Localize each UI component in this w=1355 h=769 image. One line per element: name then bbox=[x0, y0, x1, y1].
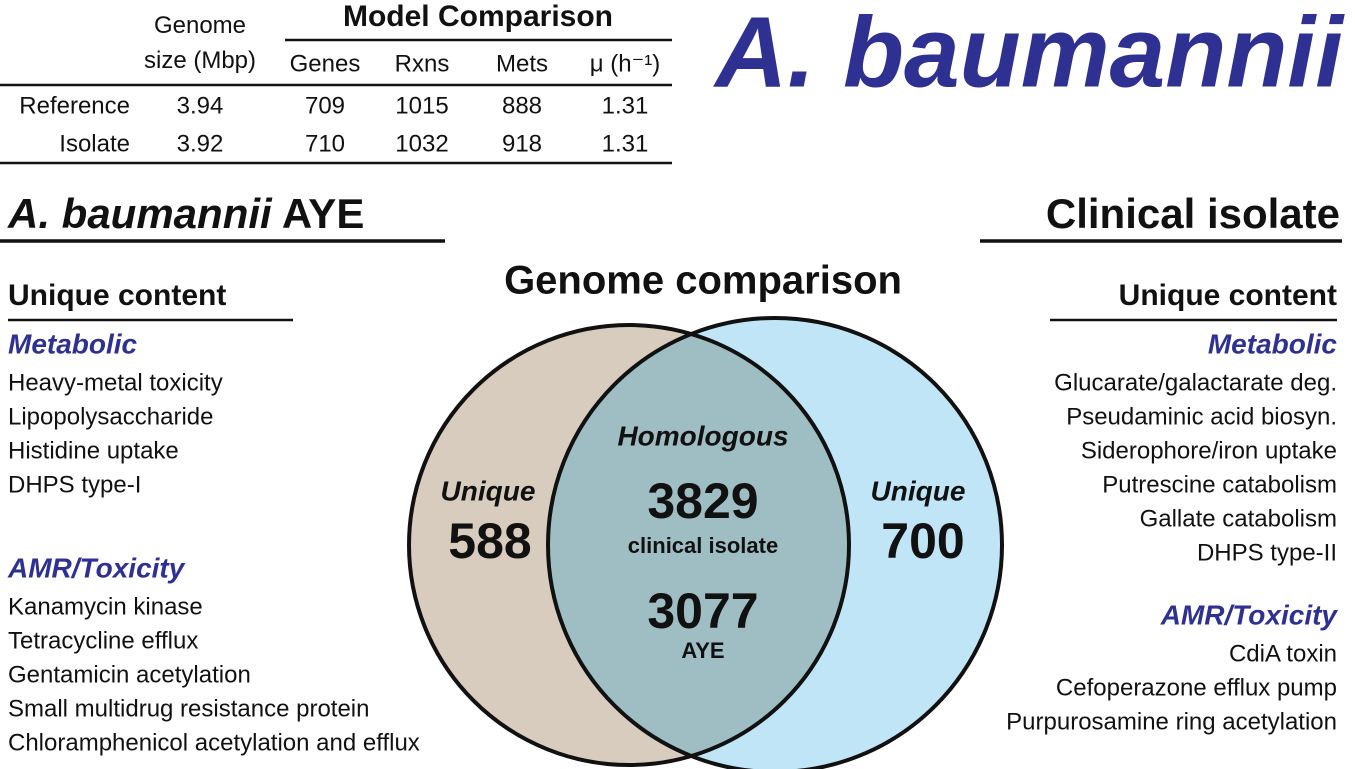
venn-left-label: Unique bbox=[441, 475, 536, 506]
table-cell: 1032 bbox=[395, 130, 448, 157]
table-cell: 709 bbox=[305, 92, 345, 119]
table-cell: 918 bbox=[502, 130, 542, 157]
table-cell: 1015 bbox=[395, 92, 448, 119]
left-panel-title: A. baumannii AYE bbox=[7, 190, 364, 237]
section-title: AMR/Toxicity bbox=[7, 552, 186, 583]
list-item: Siderophore/iron uptake bbox=[1081, 437, 1337, 464]
table-column-header: Genes bbox=[290, 50, 361, 77]
venn-left-value: 588 bbox=[448, 513, 531, 569]
table-cell: 1.31 bbox=[602, 92, 649, 119]
table-row-label: Isolate bbox=[59, 130, 130, 157]
list-item: Gentamicin acetylation bbox=[8, 661, 251, 688]
table-cell: 888 bbox=[502, 92, 542, 119]
table-cell: 1.31 bbox=[602, 130, 649, 157]
venn-right-value: 700 bbox=[881, 513, 964, 569]
list-item: Kanamycin kinase bbox=[8, 593, 203, 620]
venn-left-outline bbox=[407, 323, 851, 767]
table-cell: 3.92 bbox=[177, 130, 224, 157]
left-heading: Unique content bbox=[8, 279, 226, 312]
left-panel-title-italic: A. baumannii bbox=[7, 190, 273, 237]
right-panel-title: Clinical isolate bbox=[1046, 190, 1340, 237]
venn-right-label: Unique bbox=[871, 475, 966, 506]
venn-overlap-value: 3829 bbox=[647, 473, 758, 529]
main-title: A. baumannii bbox=[712, 0, 1345, 108]
right-heading: Unique content bbox=[1119, 279, 1337, 312]
list-item: Gallate catabolism bbox=[1140, 505, 1337, 532]
table-column-header: Genome size (Mbp) bbox=[144, 12, 256, 74]
list-item: Heavy-metal toxicity bbox=[8, 369, 223, 396]
list-item: Glucarate/galactarate deg. bbox=[1054, 369, 1337, 396]
list-item: Lipopolysaccharide bbox=[8, 403, 213, 430]
list-item: CdiA toxin bbox=[1229, 640, 1337, 667]
list-item: DHPS type-II bbox=[1197, 539, 1337, 566]
table-column-header: μ (h⁻¹) bbox=[590, 50, 661, 77]
venn-overlap bbox=[548, 325, 849, 765]
left-panel-title-rest: AYE bbox=[282, 190, 365, 237]
list-item: Chloramphenicol acetylation and efflux bbox=[8, 729, 420, 756]
list-item: Purpurosamine ring acetylation bbox=[1006, 708, 1337, 735]
list-item: Tetracycline efflux bbox=[8, 627, 198, 654]
list-item: Histidine uptake bbox=[8, 437, 179, 464]
venn-right-outline bbox=[546, 316, 1004, 769]
list-item: Pseudaminic acid biosyn. bbox=[1066, 403, 1337, 430]
venn-overlap-sublabel: clinical isolate bbox=[628, 533, 778, 558]
venn-overlap-label: Homologous bbox=[617, 420, 788, 451]
venn-overlap-sublabel: AYE bbox=[681, 638, 724, 663]
table-cell: 3.94 bbox=[177, 92, 224, 119]
venn-title: Genome comparison bbox=[504, 259, 902, 303]
list-item: Putrescine catabolism bbox=[1102, 471, 1337, 498]
venn-overlap-value: 3077 bbox=[647, 583, 758, 639]
table-cell: 710 bbox=[305, 130, 345, 157]
section-title: Metabolic bbox=[1208, 328, 1338, 359]
table-column-header: Mets bbox=[496, 50, 548, 77]
list-item: Cefoperazone efflux pump bbox=[1056, 674, 1337, 701]
section-title: AMR/Toxicity bbox=[1160, 599, 1339, 630]
list-item: DHPS type-I bbox=[8, 471, 141, 498]
list-item: Small multidrug resistance protein bbox=[8, 695, 370, 722]
table-row-label: Reference bbox=[19, 92, 130, 119]
table-column-header: Rxns bbox=[395, 50, 450, 77]
section-title: Metabolic bbox=[8, 328, 138, 359]
table-group-header: Model Comparison bbox=[343, 0, 613, 33]
